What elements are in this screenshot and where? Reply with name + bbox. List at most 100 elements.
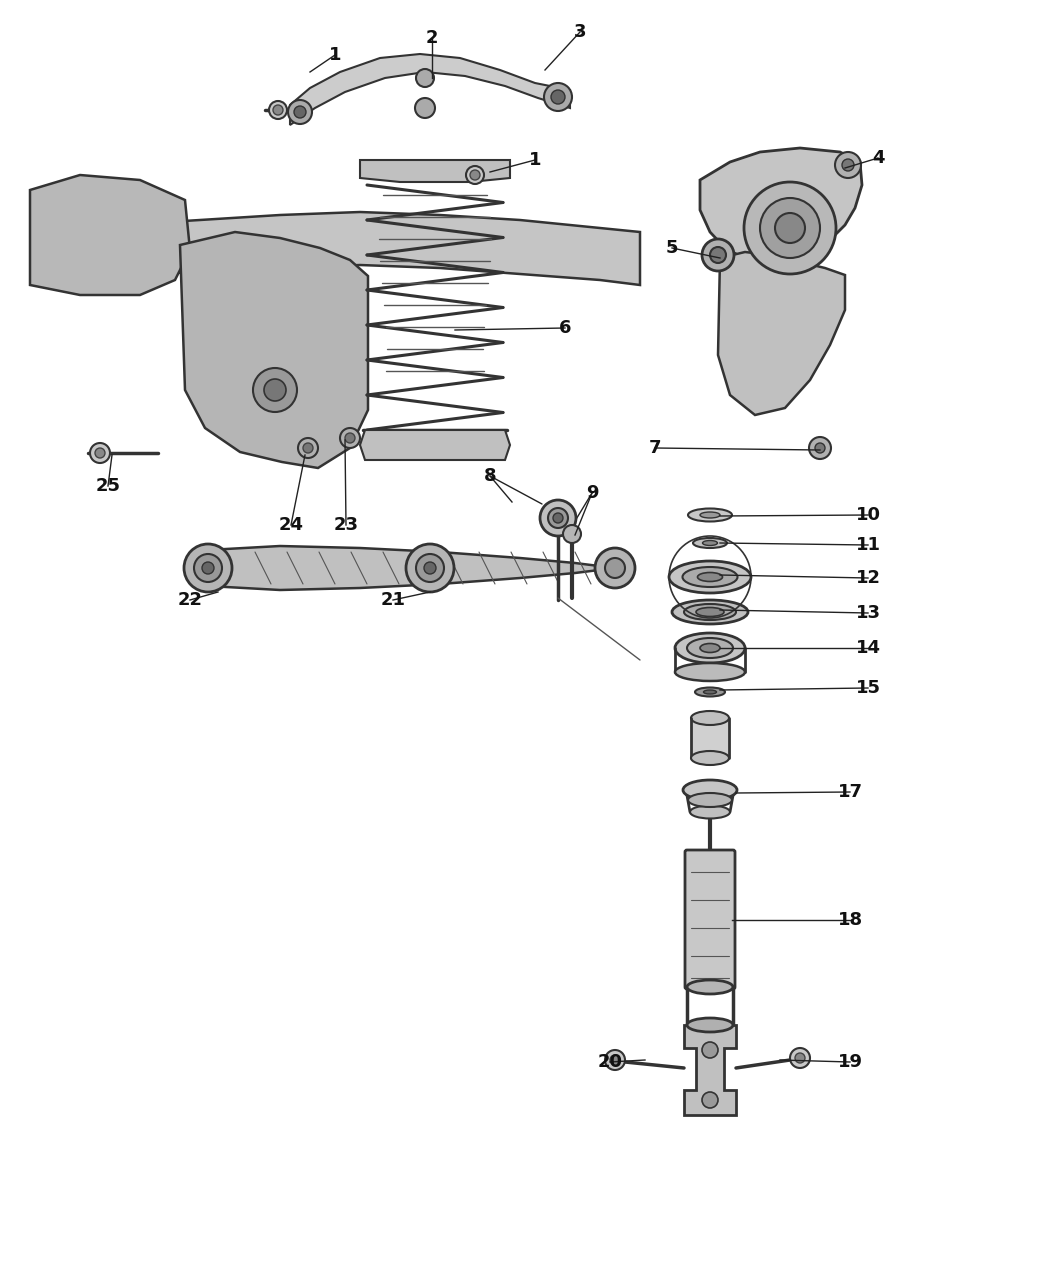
Ellipse shape bbox=[690, 806, 730, 819]
Text: 6: 6 bbox=[559, 319, 571, 337]
Text: 5: 5 bbox=[666, 238, 678, 258]
Ellipse shape bbox=[697, 572, 722, 581]
Ellipse shape bbox=[702, 541, 717, 546]
Ellipse shape bbox=[687, 638, 733, 658]
Ellipse shape bbox=[675, 632, 745, 663]
Circle shape bbox=[760, 198, 820, 258]
Circle shape bbox=[298, 439, 318, 458]
Circle shape bbox=[808, 437, 831, 459]
Circle shape bbox=[303, 442, 313, 453]
Polygon shape bbox=[684, 1025, 736, 1116]
Ellipse shape bbox=[672, 601, 748, 623]
Circle shape bbox=[842, 159, 854, 171]
Text: 2: 2 bbox=[425, 29, 438, 47]
Circle shape bbox=[406, 544, 454, 592]
Text: 18: 18 bbox=[838, 912, 862, 929]
Text: 14: 14 bbox=[856, 639, 881, 657]
Circle shape bbox=[553, 513, 563, 523]
Circle shape bbox=[340, 428, 360, 448]
Text: 24: 24 bbox=[278, 516, 303, 534]
Circle shape bbox=[548, 507, 568, 528]
Circle shape bbox=[416, 555, 444, 581]
Circle shape bbox=[94, 448, 105, 458]
Circle shape bbox=[273, 105, 284, 115]
Ellipse shape bbox=[682, 567, 737, 586]
Text: 8: 8 bbox=[484, 467, 497, 484]
Text: 9: 9 bbox=[586, 484, 598, 502]
Ellipse shape bbox=[693, 538, 727, 548]
Text: 10: 10 bbox=[856, 506, 881, 524]
Circle shape bbox=[415, 98, 435, 119]
Circle shape bbox=[702, 1091, 718, 1108]
Circle shape bbox=[610, 1054, 620, 1065]
Circle shape bbox=[90, 442, 110, 463]
Circle shape bbox=[194, 555, 222, 581]
Circle shape bbox=[416, 69, 434, 87]
Circle shape bbox=[288, 99, 312, 124]
Circle shape bbox=[790, 1048, 810, 1068]
Ellipse shape bbox=[675, 663, 745, 681]
Circle shape bbox=[184, 544, 232, 592]
Circle shape bbox=[470, 170, 480, 180]
Polygon shape bbox=[180, 232, 368, 468]
Circle shape bbox=[202, 562, 214, 574]
Circle shape bbox=[563, 525, 581, 543]
Circle shape bbox=[466, 166, 484, 184]
Text: 20: 20 bbox=[597, 1053, 623, 1071]
Text: 13: 13 bbox=[856, 604, 881, 622]
Text: 7: 7 bbox=[649, 439, 662, 456]
Text: 17: 17 bbox=[838, 783, 862, 801]
Polygon shape bbox=[700, 148, 862, 261]
Circle shape bbox=[702, 1042, 718, 1058]
Circle shape bbox=[294, 106, 306, 119]
Circle shape bbox=[345, 434, 355, 442]
Polygon shape bbox=[208, 546, 615, 590]
Ellipse shape bbox=[684, 604, 736, 620]
Circle shape bbox=[253, 368, 297, 412]
Ellipse shape bbox=[687, 1017, 733, 1031]
Text: 15: 15 bbox=[856, 680, 881, 697]
Ellipse shape bbox=[691, 751, 729, 765]
Ellipse shape bbox=[687, 980, 733, 994]
Ellipse shape bbox=[688, 509, 732, 521]
Circle shape bbox=[775, 213, 805, 244]
Text: 23: 23 bbox=[334, 516, 358, 534]
Polygon shape bbox=[30, 175, 190, 295]
FancyBboxPatch shape bbox=[685, 850, 735, 989]
Circle shape bbox=[835, 152, 861, 179]
Text: 21: 21 bbox=[380, 592, 405, 609]
Polygon shape bbox=[360, 159, 510, 182]
Text: 25: 25 bbox=[96, 477, 121, 495]
Circle shape bbox=[264, 379, 286, 402]
Ellipse shape bbox=[691, 711, 729, 725]
Circle shape bbox=[795, 1053, 805, 1063]
Circle shape bbox=[744, 182, 836, 274]
Ellipse shape bbox=[688, 793, 732, 807]
Text: 22: 22 bbox=[177, 592, 203, 609]
Ellipse shape bbox=[682, 780, 737, 799]
Text: 1: 1 bbox=[329, 46, 341, 64]
Polygon shape bbox=[40, 212, 640, 286]
Circle shape bbox=[702, 238, 734, 272]
Circle shape bbox=[424, 562, 436, 574]
Ellipse shape bbox=[700, 644, 720, 653]
Text: 1: 1 bbox=[529, 150, 541, 170]
Circle shape bbox=[551, 91, 565, 105]
Circle shape bbox=[605, 1051, 625, 1070]
Text: 4: 4 bbox=[872, 149, 884, 167]
Text: 11: 11 bbox=[856, 536, 881, 555]
Ellipse shape bbox=[700, 513, 720, 518]
Polygon shape bbox=[360, 430, 510, 460]
Circle shape bbox=[710, 247, 726, 263]
Ellipse shape bbox=[669, 561, 751, 593]
Ellipse shape bbox=[696, 607, 724, 617]
Text: 19: 19 bbox=[838, 1053, 862, 1071]
Circle shape bbox=[815, 442, 825, 453]
Circle shape bbox=[544, 83, 572, 111]
Text: 12: 12 bbox=[856, 569, 881, 586]
Ellipse shape bbox=[695, 687, 724, 696]
Circle shape bbox=[540, 500, 576, 536]
Ellipse shape bbox=[704, 690, 716, 694]
Circle shape bbox=[595, 548, 635, 588]
Polygon shape bbox=[691, 718, 729, 759]
